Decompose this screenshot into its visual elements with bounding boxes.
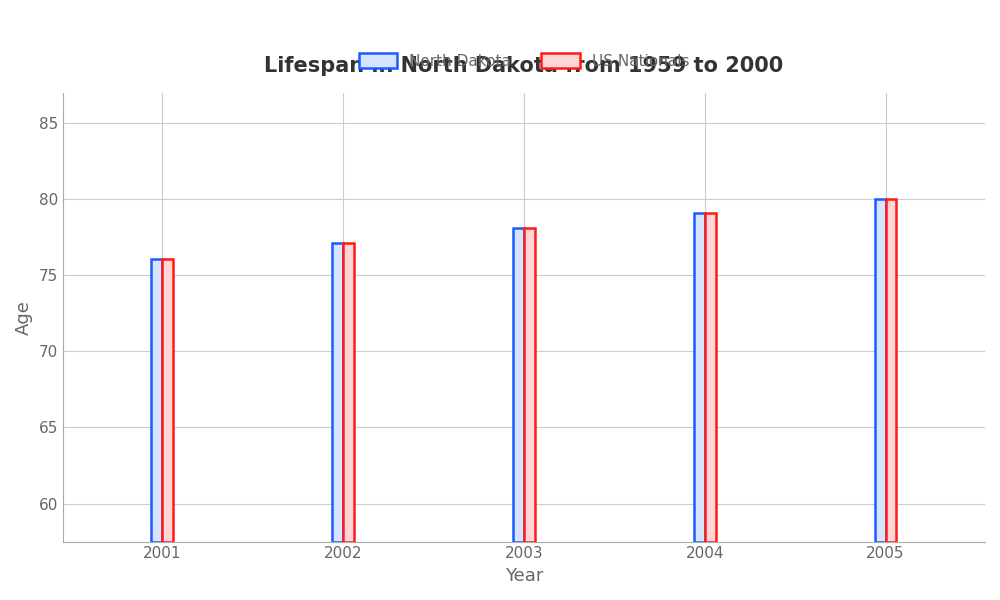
- Y-axis label: Age: Age: [15, 300, 33, 335]
- Bar: [886, 199, 896, 542]
- Bar: [332, 244, 343, 542]
- Bar: [151, 259, 162, 542]
- Bar: [343, 244, 354, 542]
- Bar: [524, 228, 535, 542]
- Legend: North Dakota, US Nationals: North Dakota, US Nationals: [352, 47, 695, 75]
- Bar: [694, 213, 705, 542]
- Title: Lifespan in North Dakota from 1959 to 2000: Lifespan in North Dakota from 1959 to 20…: [264, 56, 784, 76]
- Bar: [875, 199, 886, 542]
- Bar: [513, 228, 524, 542]
- Bar: [705, 213, 716, 542]
- Bar: [162, 259, 173, 542]
- X-axis label: Year: Year: [505, 567, 543, 585]
